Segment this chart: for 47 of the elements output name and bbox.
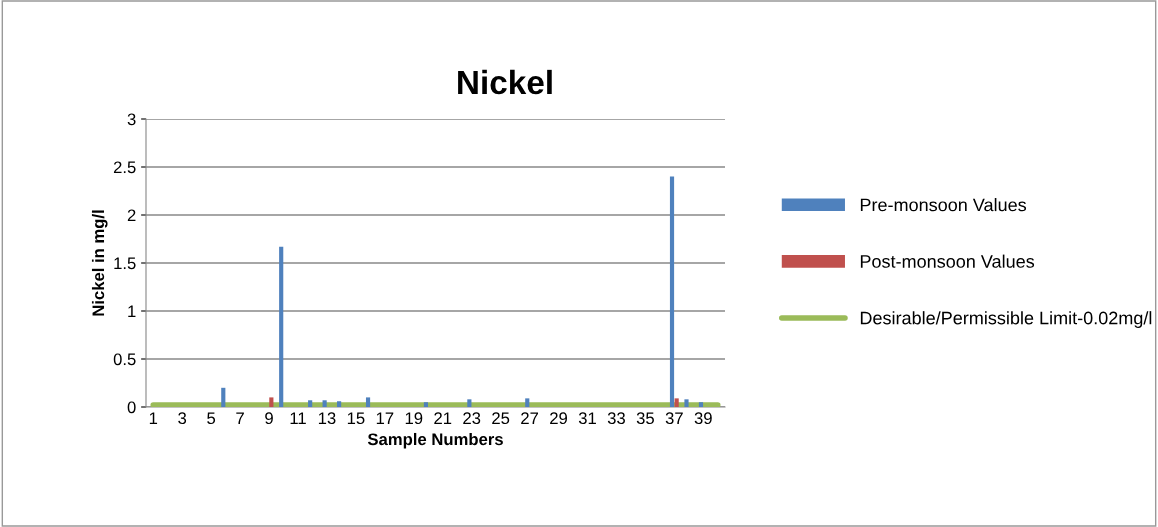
x-tick-label: 31 [578,412,596,425]
x-tick-label: 1 [149,412,158,424]
bar [322,400,327,407]
bar [674,398,679,407]
x-tick-label: 33 [607,412,625,425]
bar [221,387,226,407]
bar [525,398,530,407]
bar [698,402,704,407]
x-tick-label: 29 [550,412,568,425]
bar [269,397,274,407]
bar [669,176,675,407]
x-tick-label: 3 [178,412,187,425]
x-tick-label: 9 [265,412,273,425]
bar [279,246,284,407]
bar [308,400,313,407]
x-tick-label: 17 [376,412,394,424]
legend-label: Desirable/Permissible Limit-0.02mg/l [860,311,1152,328]
y-tick-label: 2.5 [113,161,136,174]
x-tick-label: 15 [347,412,365,425]
x-tick-label: 37 [665,412,683,425]
legend-label: Pre-monsoon Values [860,198,1027,212]
x-tick-label: 39 [694,412,712,425]
x-tick-label: 21 [434,412,452,424]
bar [684,399,689,407]
y-tick-label: 3 [127,113,136,126]
legend-label: Post-monsoon Values [860,254,1035,268]
x-tick-label: 19 [405,412,423,425]
x-tick-label: 13 [318,412,336,425]
bar [423,402,429,407]
x-tick-label: 7 [236,412,244,424]
x-axis-title: Sample Numbers [367,432,503,449]
x-tick-label: 11 [290,412,306,424]
bar [467,399,472,407]
chart-title: Nickel [458,69,552,95]
x-tick-label: 5 [207,412,216,425]
x-tick-label: 23 [463,412,481,425]
y-tick-label: 0 [127,401,136,414]
y-axis-title: Nickel in mg/l [91,210,108,316]
x-tick-label: 27 [521,412,539,424]
x-tick-label: 35 [636,412,654,425]
y-tick-label: 1 [128,305,136,318]
x-tick-label: 25 [492,412,510,425]
y-tick-label: 2 [127,209,136,222]
bar [337,401,342,407]
bar [365,397,371,407]
y-tick-label: 0.5 [113,353,136,366]
y-tick-label: 1.5 [114,257,136,270]
